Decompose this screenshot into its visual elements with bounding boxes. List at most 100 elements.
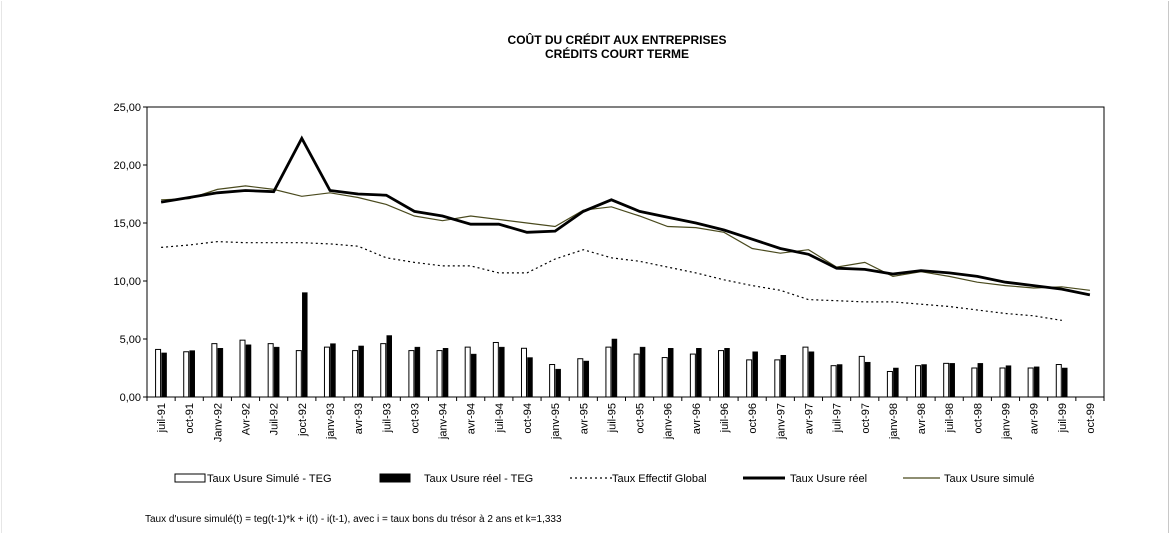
x-axis: juil-91 oct-91 Janv-92 Avr-92 Juil-92 joct-92… xyxy=(146,397,1105,442)
bar-simule-teg xyxy=(155,348,162,398)
y-tick-label: 10,00 xyxy=(113,276,141,288)
bar-reel-teg xyxy=(470,353,477,398)
bar-simule-teg xyxy=(211,343,218,398)
y-tick-label: 15,00 xyxy=(113,218,141,230)
bar-simule-teg xyxy=(436,350,443,398)
x-tick-label: oct-96 xyxy=(747,403,759,434)
bar-reel-teg xyxy=(302,292,308,398)
x-tick-label: oct-91 xyxy=(184,403,196,434)
bar-simule-teg xyxy=(971,367,978,398)
lines xyxy=(160,135,1091,321)
bar-simule-teg xyxy=(999,367,1006,398)
bar-simule-teg xyxy=(633,353,640,398)
formula-note: Taux d'usure simulé(t) = teg(t-1)*k + i(… xyxy=(145,514,562,525)
bar-reel-teg xyxy=(189,350,195,398)
bar-reel-teg xyxy=(865,361,871,398)
bar-simule-teg xyxy=(802,346,809,398)
bar-simule-teg xyxy=(577,358,584,398)
bar-simule-teg xyxy=(380,343,387,398)
bar-reel-teg xyxy=(977,363,984,398)
x-tick-label: juil-93 xyxy=(381,403,393,433)
bar-simule-teg xyxy=(605,346,612,398)
y-axis: 0,00 5,00 10,00 15,00 20,00 25,00 xyxy=(113,102,147,404)
x-tick-label: juil-97 xyxy=(832,403,844,433)
x-tick-label: oct-95 xyxy=(635,403,647,434)
bar-reel-teg xyxy=(245,344,252,398)
bar-simule-teg xyxy=(915,365,922,398)
bar-reel-teg xyxy=(921,364,927,398)
x-tick-label: oct-93 xyxy=(409,403,421,434)
bar-simule-teg xyxy=(886,370,893,398)
line-taux-effectif-global xyxy=(161,240,1062,321)
bar-reel-teg xyxy=(161,352,167,398)
bar-reel-teg xyxy=(639,346,646,398)
y-tick-label: 25,00 xyxy=(113,102,141,114)
y-tick-label: 20,00 xyxy=(113,160,141,172)
x-tick-label: juil-96 xyxy=(719,403,731,433)
bar-reel-teg xyxy=(386,335,392,398)
chart-title: COÛT DU CRÉDIT AUX ENTREPRISES xyxy=(508,32,727,47)
x-tick-label: avr-99 xyxy=(1029,403,1041,434)
chart-subtitle: CRÉDITS COURT TERME xyxy=(545,46,689,61)
x-tick-label: Avr-92 xyxy=(241,403,253,435)
legend-label-usure-reel: Taux Usure réel xyxy=(790,473,867,485)
x-tick-label: avr-95 xyxy=(578,403,590,434)
bar-reel-teg xyxy=(273,346,280,398)
bar-reel-teg xyxy=(1033,366,1040,398)
bar-reel-teg xyxy=(949,363,955,398)
bar-simule-teg xyxy=(1055,364,1062,398)
bar-simule-teg xyxy=(267,343,274,398)
legend-label-teg: Taux Effectif Global xyxy=(612,473,707,485)
line-taux-usure-reel xyxy=(160,135,1091,297)
bar-reel-teg xyxy=(808,351,815,398)
bar-reel-teg xyxy=(442,348,449,398)
bar-simule-teg xyxy=(549,364,556,398)
bar-reel-teg xyxy=(499,346,505,398)
x-tick-label: juil-95 xyxy=(606,403,618,433)
bar-simule-teg xyxy=(352,350,359,398)
bar-simule-teg xyxy=(774,359,781,398)
bar-simule-teg xyxy=(464,346,471,398)
legend-label-reel-teg: Taux Usure réel - TEG xyxy=(424,473,533,485)
bar-reel-teg xyxy=(696,348,702,398)
bar-simule-teg xyxy=(239,339,246,398)
bar-reel-teg xyxy=(1005,365,1012,398)
x-tick-label: janv-95 xyxy=(550,403,562,440)
x-tick-label: oct-98 xyxy=(972,403,984,434)
bar-simule-teg xyxy=(492,341,499,398)
bar-simule-teg xyxy=(858,355,865,398)
x-tick-label: janv-97 xyxy=(775,403,787,440)
bar-reel-teg xyxy=(414,346,421,398)
bar-simule-teg xyxy=(746,359,753,398)
x-tick-label: janv-96 xyxy=(663,403,675,440)
plot-area xyxy=(146,106,1105,398)
x-tick-label: juil-99 xyxy=(1057,403,1069,433)
x-tick-label: juil-94 xyxy=(494,403,506,433)
bar-simule-teg xyxy=(408,350,415,398)
x-tick-label: janv-98 xyxy=(888,403,900,440)
bar-simule-teg xyxy=(943,362,950,398)
bar-reel-teg xyxy=(667,348,674,398)
bar-reel-teg xyxy=(583,360,590,398)
bar-reel-teg xyxy=(330,343,336,398)
bar-simule-teg xyxy=(1027,367,1034,398)
bar-simule-teg xyxy=(830,365,837,398)
bar-simule-teg xyxy=(718,350,725,398)
bar-reel-teg xyxy=(724,348,730,398)
bar-reel-teg xyxy=(893,367,899,398)
line-taux-usure-simule xyxy=(161,185,1090,291)
x-tick-label: janv-93 xyxy=(325,403,337,440)
x-tick-label: avr-93 xyxy=(353,403,365,434)
x-tick-label: oct-94 xyxy=(522,403,534,434)
y-tick-label: 5,00 xyxy=(120,334,141,346)
plot-border xyxy=(146,106,1105,398)
x-tick-label: joct-92 xyxy=(297,403,309,437)
bar-reel-teg xyxy=(358,345,364,398)
x-tick-label: juil-91 xyxy=(156,403,168,433)
bar-simule-teg xyxy=(295,350,302,398)
x-tick-label: Janv-92 xyxy=(212,403,224,442)
y-tick-label: 0,00 xyxy=(120,392,141,404)
x-tick-label: Juil-92 xyxy=(269,403,281,435)
x-tick-label: oct-99 xyxy=(1085,403,1097,434)
bar-reel-teg xyxy=(836,364,843,398)
